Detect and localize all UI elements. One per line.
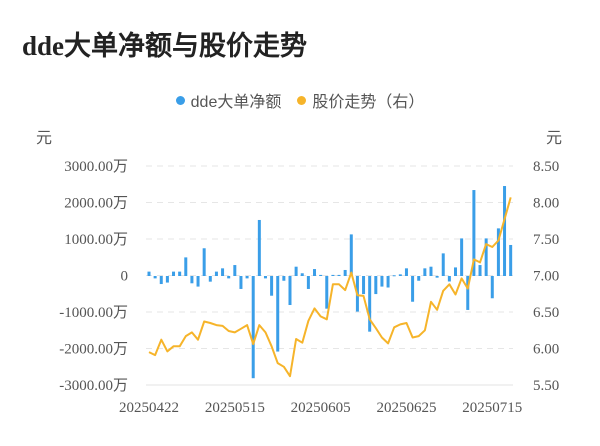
- dde-bar: [417, 276, 421, 281]
- right-tick-label: 6.50: [533, 305, 559, 321]
- dde-bar: [147, 271, 151, 276]
- dde-bar: [319, 274, 323, 276]
- dde-bar: [227, 276, 231, 279]
- left-tick-label: 0: [121, 269, 129, 285]
- dde-bar: [172, 271, 176, 276]
- dde-bar: [466, 276, 470, 310]
- x-tick-label: 20250605: [291, 400, 351, 416]
- dde-bar: [233, 265, 237, 276]
- left-tick-label: -1000.00万: [59, 305, 128, 321]
- dde-bar: [411, 276, 415, 302]
- dde-bar: [202, 248, 206, 276]
- legend-dot-icon: [175, 95, 185, 105]
- dde-bar: [392, 275, 396, 277]
- legend-dot-icon: [297, 95, 307, 105]
- dde-bar: [263, 276, 267, 279]
- dde-bar: [178, 271, 182, 276]
- dde-bar: [153, 276, 157, 279]
- dde-bar: [276, 276, 280, 352]
- right-tick-label: 8.00: [533, 196, 559, 212]
- dde-bar: [282, 276, 286, 281]
- dde-bar: [343, 269, 347, 276]
- dde-bar: [331, 274, 335, 276]
- dde-bar: [325, 276, 329, 309]
- dde-bar: [447, 276, 451, 282]
- dde-bar: [380, 276, 384, 287]
- dde-bar: [435, 276, 439, 278]
- legend-item-dde[interactable]: dde大单净额: [175, 88, 282, 112]
- dde-bar: [349, 234, 353, 276]
- dde-bar: [509, 244, 513, 276]
- chart-legend: dde大单净额 股价走势（右）: [0, 88, 600, 112]
- dde-bar: [251, 276, 255, 379]
- dde-bar: [441, 253, 445, 276]
- dde-bar: [398, 274, 402, 276]
- dde-bar: [300, 273, 304, 276]
- x-tick-label: 20250715: [462, 400, 522, 416]
- dde-bar: [257, 219, 261, 276]
- dde-bar: [454, 267, 457, 276]
- dde-bar: [460, 238, 464, 276]
- dde-bar: [196, 276, 200, 287]
- price-line: [148, 197, 512, 378]
- x-tick-label: 20250422: [119, 400, 179, 416]
- right-tick-label: 6.00: [533, 342, 559, 358]
- left-tick-label: 3000.00万: [64, 159, 128, 175]
- dde-bar: [490, 276, 494, 299]
- x-tick-label: 20250515: [205, 400, 265, 416]
- dde-bar: [221, 268, 225, 276]
- dde-bar: [288, 276, 292, 306]
- dde-bar: [429, 266, 433, 276]
- right-axis-unit: 元: [546, 130, 563, 147]
- dde-bar: [214, 271, 218, 276]
- dde-bar: [368, 276, 372, 332]
- right-tick-label: 7.00: [533, 269, 559, 285]
- x-tick-label: 20250625: [376, 400, 436, 416]
- dde-bar: [159, 276, 163, 285]
- right-tick-label: 7.50: [533, 232, 559, 248]
- dde-bar: [184, 257, 188, 276]
- dde-bar: [270, 276, 274, 296]
- dde-bar: [208, 276, 212, 282]
- dde-bar: [165, 276, 169, 283]
- legend-label: dde大单净额: [190, 94, 282, 111]
- left-tick-label: -3000.00万: [59, 378, 128, 394]
- dde-bar: [423, 268, 427, 276]
- left-tick-label: 1000.00万: [64, 232, 128, 248]
- legend-label: 股价走势（右）: [312, 94, 425, 111]
- dde-bar: [496, 228, 500, 276]
- dde-bar: [294, 266, 298, 276]
- dde-bar: [374, 276, 378, 295]
- dde-bar: [386, 276, 390, 288]
- dde-bar: [337, 274, 341, 276]
- right-tick-label: 8.50: [533, 159, 559, 175]
- dde-bar: [472, 190, 476, 276]
- legend-item-price[interactable]: 股价走势（右）: [297, 88, 424, 112]
- dde-bar: [190, 276, 194, 284]
- left-axis-unit: 元: [36, 130, 53, 147]
- dde-bar: [478, 265, 482, 276]
- dde-bar: [484, 238, 488, 276]
- left-tick-label: 2000.00万: [64, 196, 128, 212]
- right-tick-label: 5.50: [533, 378, 559, 394]
- chart-title: dde大单净额与股价走势: [22, 31, 308, 61]
- dde-bar: [362, 276, 366, 295]
- left-tick-label: -2000.00万: [59, 342, 128, 358]
- dde-bar: [313, 269, 317, 276]
- dde-bar: [404, 268, 408, 276]
- dde-bar: [503, 186, 507, 276]
- dde-bar: [245, 276, 249, 279]
- dde-bar: [239, 276, 243, 289]
- dde-bar: [306, 276, 310, 289]
